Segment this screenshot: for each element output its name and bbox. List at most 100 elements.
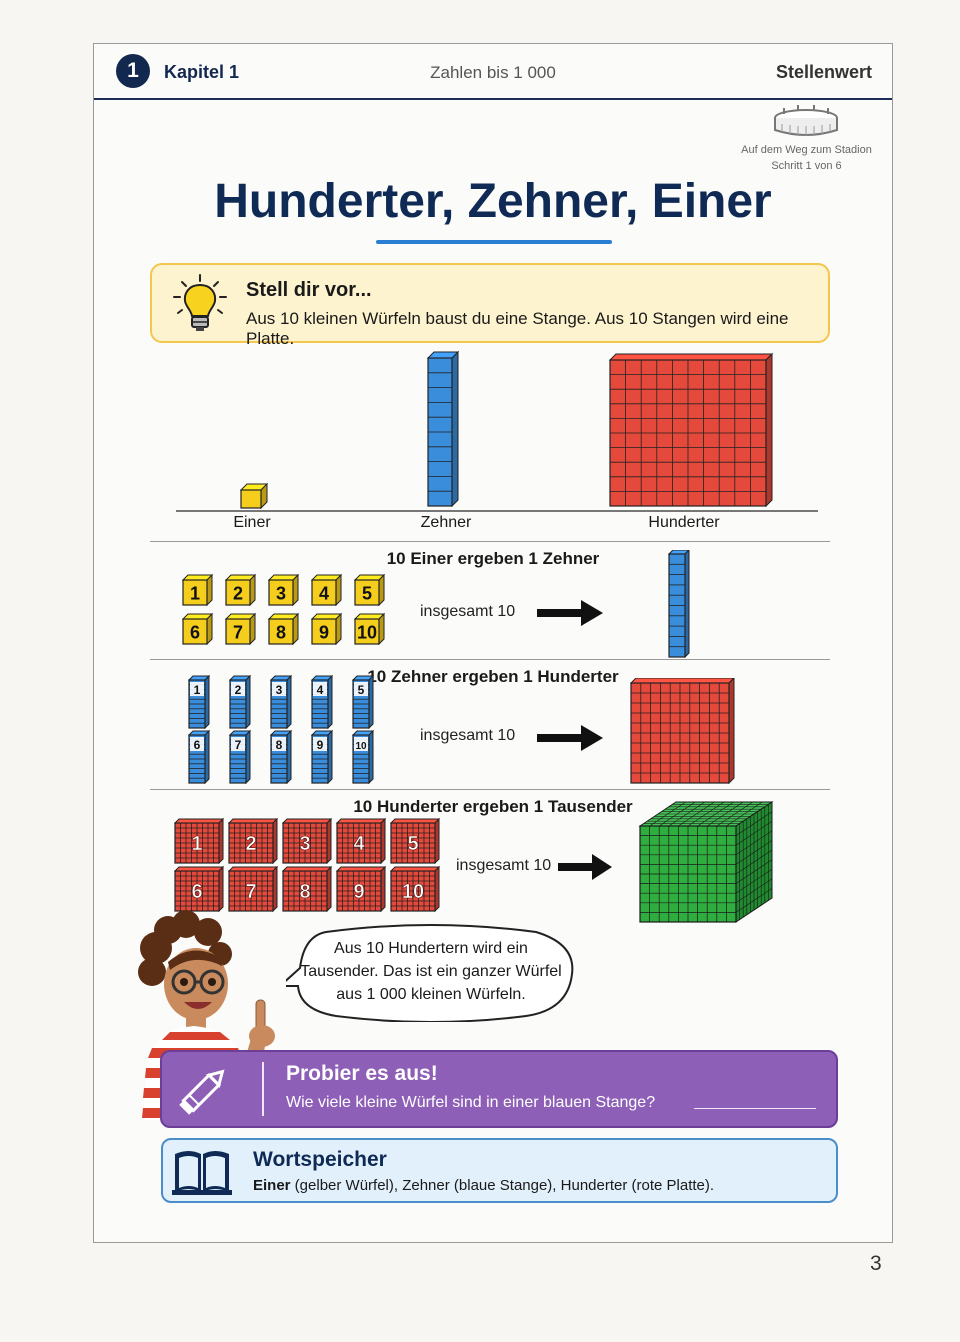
- block-number: 2: [233, 584, 243, 604]
- worksheet-page: 1 Kapitel 1 Zahlen bis 1 000 Stellenwert…: [93, 43, 893, 1243]
- label-hundreds: Hunderter: [648, 514, 720, 531]
- block-number: 2: [245, 833, 256, 855]
- block-number: 6: [191, 881, 202, 903]
- tens-block-2: 2: [229, 675, 251, 729]
- tens-block-7: 7: [229, 730, 251, 784]
- ones-cube-large: [240, 483, 269, 509]
- divider: [150, 541, 830, 542]
- try-heading: Probier es aus!: [286, 1062, 438, 1085]
- tens-block-3: 3: [270, 675, 292, 729]
- ones-block-8: 8: [268, 613, 299, 645]
- block-number: 5: [362, 584, 372, 604]
- chapter-header: 1 Kapitel 1 Zahlen bis 1 000 Stellenwert: [94, 44, 892, 100]
- speech-text: Aus 10 Hundertern wird ein Tausender. Da…: [300, 940, 562, 1003]
- stadium-icon: [774, 105, 838, 136]
- block-number: 5: [358, 683, 365, 697]
- row2-title: 10 Zehner ergeben 1 Hunderter: [367, 667, 619, 686]
- hundreds-block-4: 4: [336, 818, 386, 864]
- block-number: 6: [194, 738, 201, 752]
- ones-block-5: 5: [354, 574, 385, 606]
- block-number: 10: [355, 741, 367, 752]
- hundreds-block-1: 1: [174, 818, 224, 864]
- chapter-label: Kapitel 1: [164, 62, 240, 82]
- try-divider: [262, 1062, 264, 1116]
- block-number: 10: [357, 623, 377, 643]
- hundreds-flat-large: [608, 352, 774, 508]
- row2-total: insgesamt 10: [420, 727, 516, 744]
- tens-block-9: 9: [311, 730, 333, 784]
- speech-bubble: [286, 924, 574, 1022]
- block-number: 6: [190, 623, 200, 643]
- label-tens: Zehner: [420, 514, 472, 531]
- row1-total: insgesamt 10: [420, 603, 516, 620]
- chapter-topic: Zahlen bis 1 000: [430, 63, 556, 82]
- progress-text: Auf dem Weg zum Stadion Schritt 1 von 6: [734, 142, 879, 174]
- tens-block-5: 5: [352, 675, 374, 729]
- block-number: 3: [276, 584, 286, 604]
- block-number: 9: [353, 881, 364, 903]
- row1-title: 10 Einer ergeben 1 Zehner: [386, 549, 600, 568]
- ones-block-9: 9: [311, 613, 342, 645]
- wordbank-heading: Wortspeicher: [253, 1148, 387, 1171]
- wordbank-box: Wortspeicher Einer (gelber Würfel), Zehn…: [161, 1138, 838, 1203]
- block-number: 4: [319, 584, 329, 604]
- block-number: 8: [276, 738, 283, 752]
- section-label: Stellenwert: [775, 62, 872, 82]
- block-number: 7: [233, 623, 243, 643]
- tens-block-1: 1: [188, 675, 210, 729]
- page-title: Hunderter, Zehner, Einer: [214, 175, 772, 228]
- block-number: 1: [194, 683, 201, 697]
- row3-total: insgesamt 10: [456, 857, 552, 874]
- block-number: 9: [319, 623, 329, 643]
- arrow-right-icon: [558, 854, 612, 880]
- tens-block-6: 6: [188, 730, 210, 784]
- tens-block-4: 4: [311, 675, 333, 729]
- tens-rod-large: [426, 350, 460, 508]
- arrow-right-icon: [537, 725, 603, 751]
- answer-line[interactable]: [694, 1108, 816, 1109]
- tens-block-10: 10: [352, 730, 374, 784]
- block-number: 8: [299, 881, 310, 903]
- block-number: 1: [190, 584, 200, 604]
- tens-block-8: 8: [270, 730, 292, 784]
- divider: [150, 789, 830, 790]
- wordbank-term: Einer: [253, 1177, 291, 1194]
- arrow-right-icon: [537, 600, 603, 626]
- ones-block-10: 10: [354, 613, 385, 645]
- block-number: 7: [235, 738, 242, 752]
- ones-block-7: 7: [225, 613, 256, 645]
- page-number: 3: [870, 1252, 882, 1275]
- ones-block-3: 3: [268, 574, 299, 606]
- hundreds-block-5: 5: [390, 818, 440, 864]
- tens-rod-result: [668, 550, 690, 658]
- block-number: 3: [276, 683, 283, 697]
- hundreds-block-3: 3: [282, 818, 332, 864]
- block-number: 4: [353, 833, 365, 855]
- block-number: 9: [317, 738, 324, 752]
- book-icon: [172, 1151, 232, 1195]
- hundreds-block-8: 8: [282, 866, 332, 912]
- block-number: 8: [276, 623, 286, 643]
- try-it-box: Probier es aus! Wie viele kleine Würfel …: [160, 1050, 838, 1128]
- ones-block-2: 2: [225, 574, 256, 606]
- block-number: 4: [317, 683, 324, 697]
- hundreds-block-9: 9: [336, 866, 386, 912]
- try-question: Wie viele kleine Würfel sind in einer bl…: [286, 1094, 656, 1111]
- pencil-icon: [179, 1069, 225, 1115]
- overview-baseline: [176, 510, 818, 512]
- hundreds-block-2: 2: [228, 818, 278, 864]
- imagine-text: Aus 10 kleinen Würfeln baust du eine Sta…: [246, 309, 789, 348]
- title-underline: [376, 240, 612, 244]
- thousand-cube: [638, 801, 774, 923]
- imagine-heading: Stell dir vor...: [246, 279, 372, 301]
- divider: [150, 659, 830, 660]
- wordbank-definition: (gelber Würfel), Zehner (blaue Stange), …: [290, 1177, 715, 1194]
- imagine-box: Stell dir vor... Aus 10 kleinen Würfeln …: [150, 263, 830, 348]
- ones-block-6: 6: [182, 613, 213, 645]
- label-ones: Einer: [233, 514, 271, 531]
- block-number: 1: [191, 833, 202, 855]
- hundreds-flat-result: [630, 678, 735, 784]
- lightbulb-icon: [173, 274, 227, 331]
- block-number: 7: [245, 881, 256, 903]
- progress-line-2: Schritt 1 von 6: [771, 160, 842, 172]
